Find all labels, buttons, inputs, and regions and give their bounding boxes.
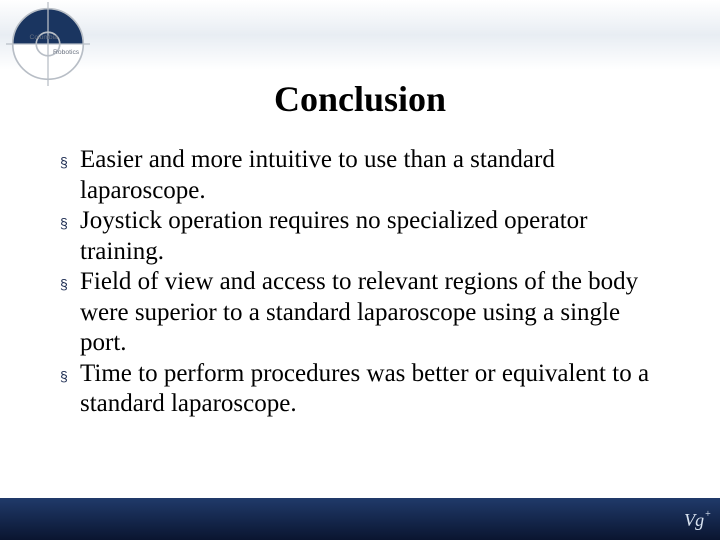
columbia-robotics-logo: Columbia Robotics [6,2,90,86]
bullet-item: § Joystick operation requires no special… [60,206,670,267]
bullet-item: § Easier and more intuitive to use than … [60,145,670,206]
badge-main: Vg [684,510,704,531]
bullet-list: § Easier and more intuitive to use than … [60,145,670,420]
bullet-marker-icon: § [60,359,80,385]
bullet-marker-icon: § [60,206,80,232]
svg-text:Columbia: Columbia [30,34,59,41]
bullet-marker-icon: § [60,267,80,293]
bullet-text: Easier and more intuitive to use than a … [80,145,670,206]
badge-plus-icon: + [705,509,711,520]
top-gradient-band [0,0,720,70]
bullet-item: § Field of view and access to relevant r… [60,267,670,359]
bottom-band: Vg+ [0,498,720,540]
slide-title: Conclusion [0,78,720,120]
bullet-marker-icon: § [60,145,80,171]
bullet-text: Field of view and access to relevant reg… [80,267,670,359]
bullet-text: Time to perform procedures was better or… [80,359,670,420]
bullet-text: Joystick operation requires no specializ… [80,206,670,267]
svg-text:Robotics: Robotics [53,49,80,56]
vg-plus-badge: Vg+ [682,506,712,534]
bullet-item: § Time to perform procedures was better … [60,359,670,420]
